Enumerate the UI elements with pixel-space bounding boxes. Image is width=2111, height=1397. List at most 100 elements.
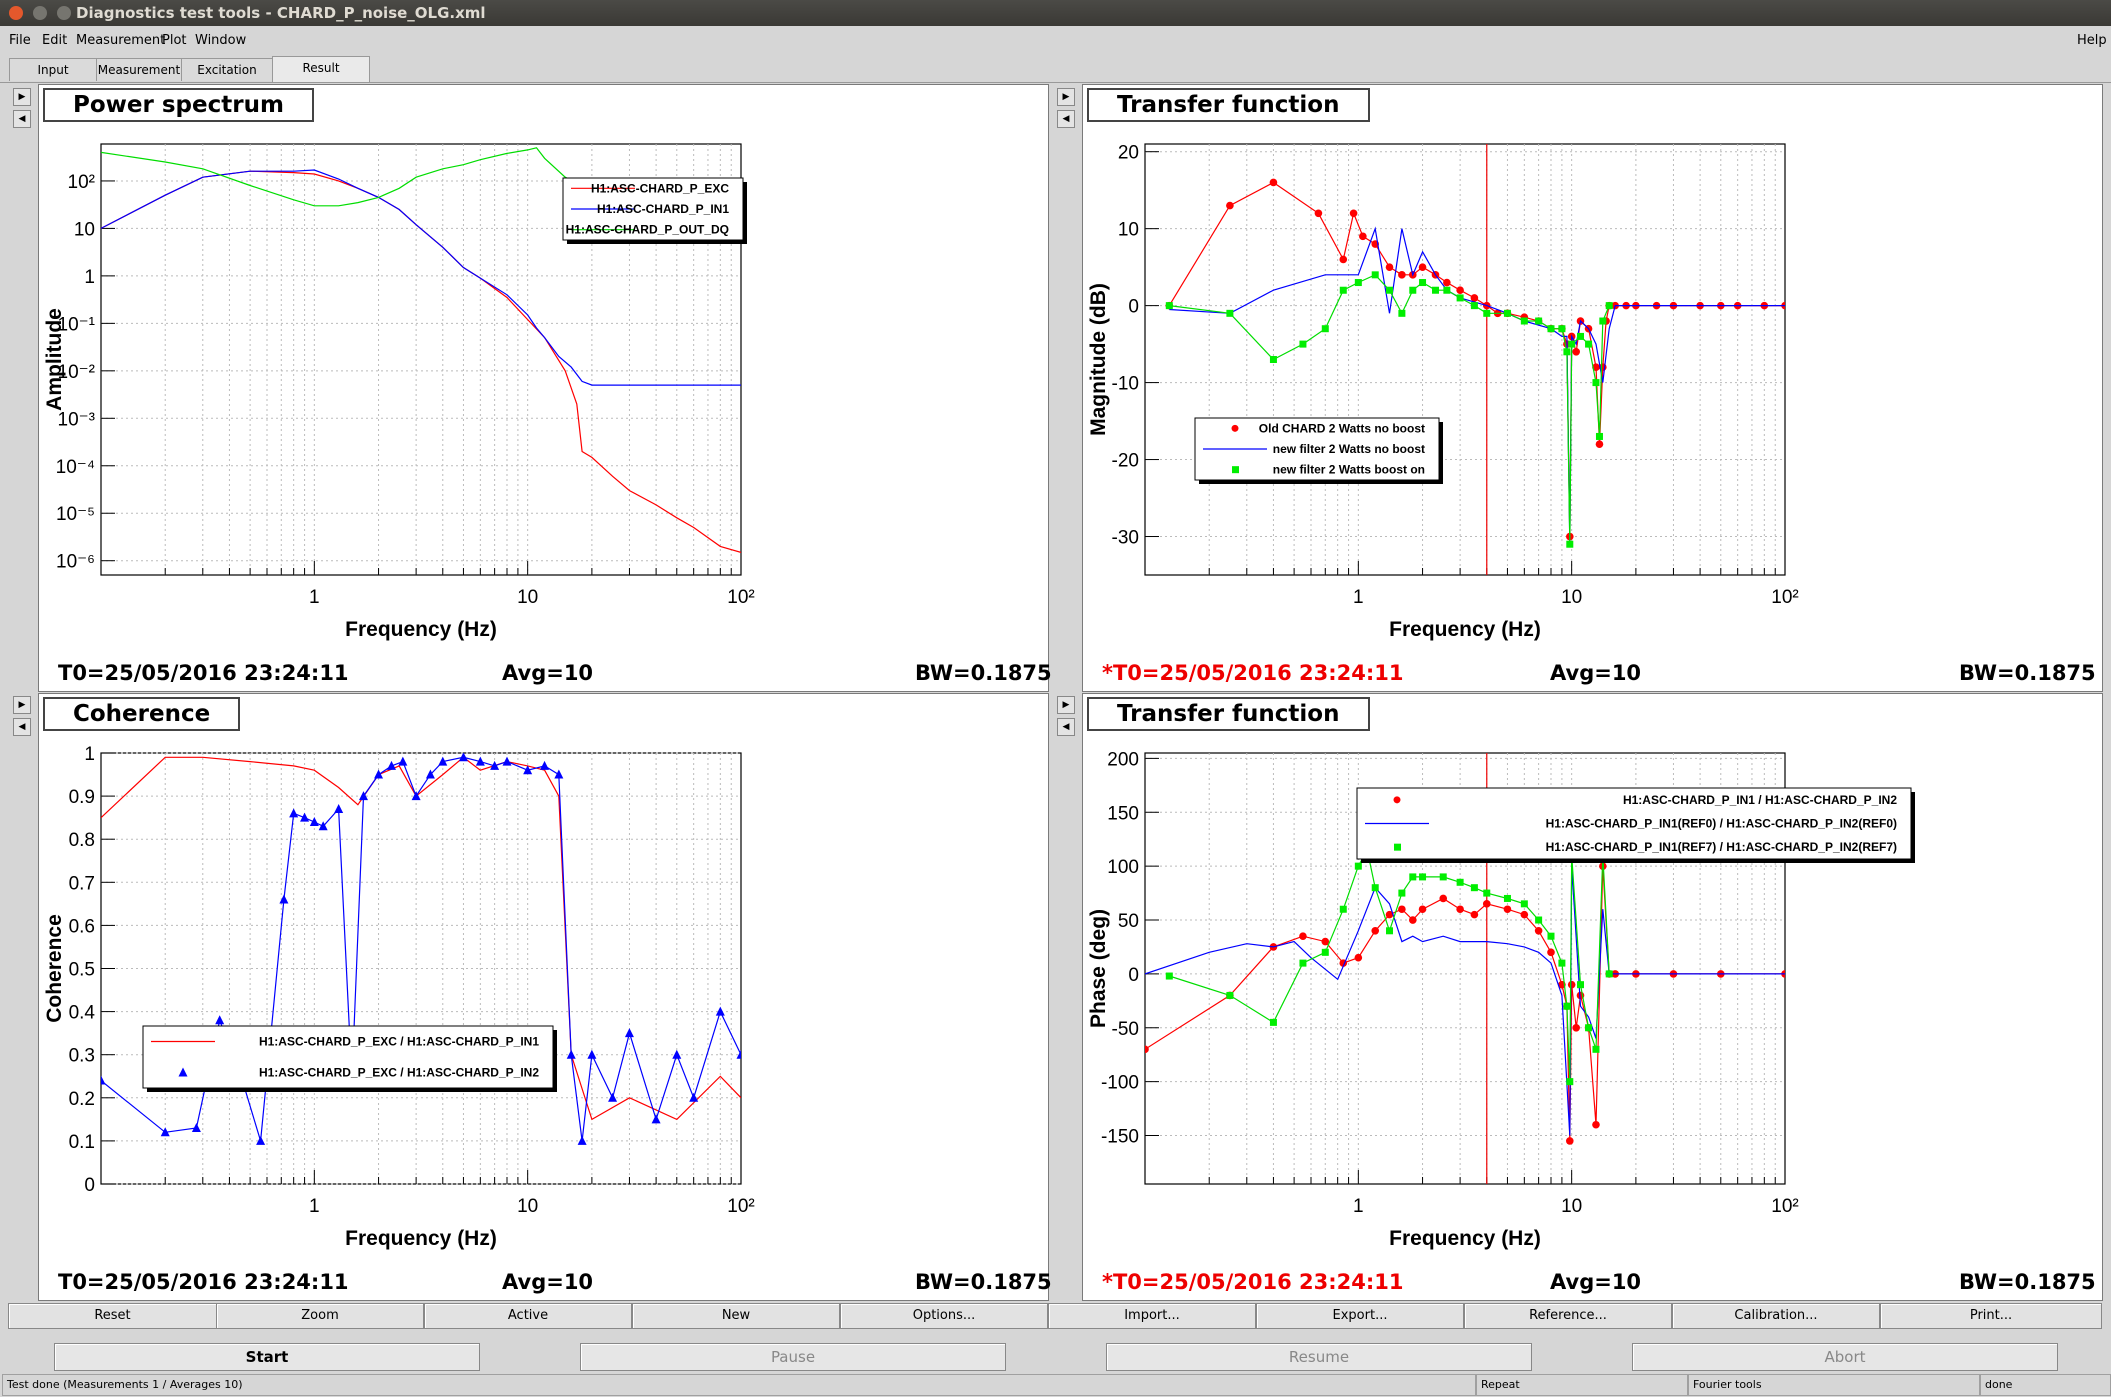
data-point [1572, 348, 1580, 356]
data-point [1592, 1120, 1600, 1129]
data-point [1503, 309, 1511, 317]
series-line-2 [1169, 226, 1785, 545]
export-button[interactable]: Export... [1256, 1303, 1464, 1329]
abort-button[interactable]: Abort [1632, 1343, 2058, 1371]
transfer-phase-chart[interactable]: 200 150 100 50 0 -50 -100 -150 1 10 10² Frequency (… [1083, 694, 2102, 1300]
control-button-row: Start Pause Resume Abort [0, 1343, 2111, 1373]
legend-marker [1394, 843, 1401, 851]
new-button[interactable]: New [632, 1303, 840, 1329]
scroll-right-icon[interactable]: ▶ [13, 696, 31, 714]
active-button[interactable]: Active [424, 1303, 632, 1329]
tab-excitation[interactable]: Excitation [181, 58, 273, 81]
data-point [1566, 540, 1574, 548]
data-point [672, 1049, 682, 1059]
data-point [475, 756, 485, 766]
data-point [1456, 878, 1464, 886]
start-button[interactable]: Start [54, 1343, 480, 1371]
y-tick-label: 0.9 [69, 787, 95, 808]
plot-frame [1144, 143, 1786, 576]
menu-file[interactable]: File [9, 33, 31, 48]
scroll-right-icon[interactable]: ▶ [13, 88, 31, 106]
y-tick-label: 0 [84, 1175, 95, 1196]
tab-input[interactable]: Input [9, 58, 97, 81]
data-point [387, 760, 397, 770]
data-point [300, 812, 310, 822]
pause-button[interactable]: Pause [580, 1343, 1006, 1371]
calibration-button[interactable]: Calibration... [1672, 1303, 1880, 1329]
series-line-1 [101, 756, 741, 1121]
menu-bar: File Edit Measurement Plot Window Help [0, 26, 2111, 54]
data-point [1563, 348, 1571, 356]
minimize-window-icon[interactable] [33, 6, 48, 20]
data-point [1165, 972, 1173, 980]
series-group [1165, 144, 1785, 575]
y-tick-label: 0.4 [69, 1003, 96, 1024]
scroll-left-icon[interactable]: ◀ [1057, 718, 1075, 736]
panel-title: Power spectrum [43, 88, 314, 122]
data-point [1443, 278, 1451, 287]
y-tick-label: 10⁻¹ [58, 314, 96, 335]
menu-edit[interactable]: Edit [42, 33, 68, 48]
scroll-left-icon[interactable]: ◀ [13, 110, 31, 128]
data-point [1503, 905, 1512, 914]
status-message: Test done (Measurements 1 / Averages 10) [2, 1374, 1476, 1396]
reference-button[interactable]: Reference... [1464, 1303, 1672, 1329]
scroll-right-icon[interactable]: ▶ [1057, 696, 1075, 714]
x-tick-label: 10² [727, 1196, 754, 1217]
legend-entry: H1:ASC-CHARD_P_EXC / H1:ASC-CHARD_P_IN2 [259, 1066, 539, 1080]
data-point [1432, 286, 1440, 294]
scroll-left-icon[interactable]: ◀ [1057, 110, 1075, 128]
options-button[interactable]: Options... [840, 1303, 1048, 1329]
data-point [577, 1135, 587, 1145]
t0-label: *T0=25/05/2016 23:24:11 [1102, 1270, 1404, 1294]
data-point [1299, 340, 1307, 348]
y-tick-label: -30 [1112, 528, 1139, 549]
data-point [1605, 970, 1613, 978]
zoom-button[interactable]: Zoom [216, 1303, 424, 1329]
scroll-left-icon[interactable]: ◀ [13, 718, 31, 736]
power-spectrum-chart[interactable]: 10² 10 1 10⁻¹ 10⁻² 10⁻³ 10⁻⁴ 10⁻⁵ 10⁻⁶ 1 10 10² Freq… [39, 85, 1048, 691]
pad-scroll-left-top: ▶ ◀ [11, 86, 31, 132]
y-tick-label: 0.2 [69, 1089, 95, 1110]
data-point [1547, 325, 1555, 333]
scroll-right-icon[interactable]: ▶ [1057, 88, 1075, 106]
data-point [1371, 884, 1379, 892]
menu-window[interactable]: Window [195, 33, 247, 48]
import-button[interactable]: Import... [1048, 1303, 1256, 1329]
data-point [1145, 1045, 1149, 1054]
coherence-chart[interactable]: 1 0.9 0.8 0.7 0.6 0.5 0.4 0.3 0.2 0.1 0 1 10 10² Frequ… [39, 694, 1048, 1300]
data-point [523, 765, 533, 775]
transfer-magnitude-panel[interactable]: Transfer function 20 10 0 -10 -20 -30 1 10 10² Fr… [1082, 84, 2103, 692]
transfer-phase-panel[interactable]: Transfer function 200 150 100 50 0 -50 -100 -15… [1082, 693, 2103, 1301]
menu-plot[interactable]: Plot [162, 33, 187, 48]
tab-result[interactable]: Result [272, 56, 370, 82]
x-tick-label: 10 [517, 587, 538, 608]
data-point [1165, 302, 1173, 310]
close-window-icon[interactable] [9, 6, 23, 20]
y-tick-label: 10 [74, 219, 95, 240]
data-point [1535, 317, 1543, 325]
pad-scroll-right-top: ▶ ◀ [1055, 86, 1075, 132]
print-button[interactable]: Print... [1880, 1303, 2102, 1329]
data-point [1409, 873, 1417, 881]
transfer-magnitude-chart[interactable]: 20 10 0 -10 -20 -30 1 10 10² Frequency (Hz) Magnit… [1083, 85, 2102, 691]
maximize-window-icon[interactable] [57, 6, 72, 20]
y-tick-label: -20 [1112, 451, 1139, 472]
menu-help[interactable]: Help [2077, 33, 2107, 48]
reset-button[interactable]: Reset [8, 1303, 217, 1329]
power-spectrum-panel[interactable]: Power spectrum 10² 10 1 10⁻¹ 10⁻² 10⁻³ 10⁻⁴ 10⁻… [38, 84, 1052, 692]
resume-button[interactable]: Resume [1106, 1343, 1532, 1371]
data-point [1398, 309, 1406, 317]
data-point [398, 756, 408, 766]
tab-measurement[interactable]: Measurement [96, 58, 182, 81]
legend-entry: H1:ASC-CHARD_P_EXC [591, 181, 729, 195]
data-point [438, 756, 448, 766]
y-tick-label: 10² [68, 172, 95, 193]
coherence-panel[interactable]: Coherence 1 0.9 0.8 0.7 0.6 0.5 0.4 0.3 0.2 0.1 0 1… [38, 693, 1052, 1301]
x-tick-label: 10 [1561, 1196, 1582, 1217]
x-tick-label: 1 [309, 587, 320, 608]
data-point [1534, 926, 1543, 935]
data-point [1547, 932, 1555, 940]
menu-measurement[interactable]: Measurement [76, 33, 166, 48]
data-point [1585, 340, 1593, 348]
